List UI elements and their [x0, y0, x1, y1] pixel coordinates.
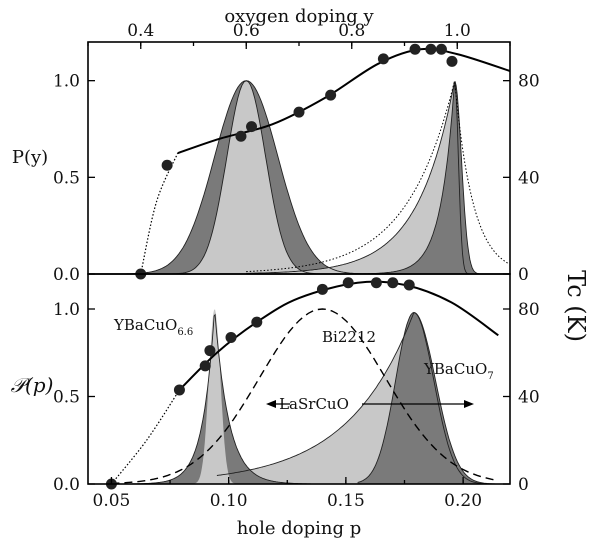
right-y-axis-title: Tc (K)	[562, 270, 590, 342]
arrow-left-head	[266, 400, 276, 408]
bottom-ybco7-outline	[216, 311, 499, 485]
top-y-tick-label: 0.0	[53, 265, 80, 285]
bottom-tc-point	[387, 277, 399, 289]
bottom-y-axis-title: 𝒫(p)	[11, 373, 54, 397]
top-tc-point	[246, 121, 258, 133]
bottom-tc-point	[199, 360, 211, 372]
top-tc-point	[425, 43, 437, 55]
top-tc-dotted	[140, 152, 179, 275]
bottom-tc-point	[173, 384, 185, 396]
top-x-tick-label: 0.4	[127, 21, 154, 41]
bottom-right-tick-label: 40	[518, 388, 540, 408]
top-x-tick-label: 0.8	[338, 21, 365, 41]
bottom-x-tick-label: 0.20	[444, 491, 482, 511]
bottom-panel-frame	[87, 273, 511, 485]
bottom-tc-point	[251, 316, 263, 328]
top-tc-point	[325, 89, 337, 101]
top-asym-inner-outline	[246, 81, 509, 275]
bottom-right-tick-label: 80	[518, 300, 540, 320]
top-tc-point	[293, 106, 305, 118]
bottom-ybco66-outline	[123, 313, 311, 485]
top-gaussian-light	[88, 80, 430, 274]
bottom-tc-point	[204, 345, 216, 357]
top-x-tick-label: 0.6	[233, 21, 260, 41]
bottom-ybco7-dark	[357, 312, 499, 484]
bottom-x-tick-label: 0.05	[93, 491, 131, 511]
bottom-tc-point	[342, 277, 354, 289]
bottom-tc-curve	[178, 280, 499, 391]
bottom-tc-point	[316, 283, 328, 295]
bottom-y-tick-label: 0.0	[53, 475, 80, 495]
bottom-tc-point	[403, 279, 415, 291]
bottom-panel: 0.05 0.10 0.15 0.20 0.0 0.5 1.0 0 40 80	[53, 273, 540, 511]
annotation-ybco66: YBaCuO6.6	[113, 316, 193, 338]
top-right-tick-label: 80	[518, 72, 540, 92]
bottom-tc-point	[225, 331, 237, 343]
bottom-tc-dotted	[110, 389, 180, 485]
x-axis-title: hole doping p	[237, 518, 362, 539]
bottom-x-tick-label: 0.10	[210, 491, 248, 511]
bottom-right-tick-label: 0	[518, 475, 529, 495]
top-right-tick-label: 0	[518, 265, 529, 285]
top-tc-point	[161, 159, 173, 171]
bottom-ybco66-light	[123, 309, 311, 484]
top-panel: 0.4 0.6 0.8 1.0 0.0 0.5 1.0 0 40 80	[53, 21, 540, 285]
top-tc-curve	[177, 47, 511, 155]
annotation-lasrcuo: LaSrCuO	[279, 395, 349, 413]
bottom-x-tick-label: 0.15	[327, 491, 365, 511]
top-axis-title: oxygen doping y	[224, 6, 374, 27]
top-tc-point	[235, 130, 247, 142]
bottom-tc-point	[370, 277, 382, 289]
bottom-y-tick-label: 1.0	[53, 300, 80, 320]
top-tc-point	[446, 55, 458, 67]
top-asym-dark	[246, 81, 509, 274]
top-tc-point	[409, 43, 421, 55]
top-y-axis-title: P(y)	[12, 147, 48, 168]
annotation-bi2212: Bi2212	[322, 328, 376, 346]
annotation-ybco7: YBaCuO7	[423, 360, 494, 382]
lasrcuo-arrows	[266, 400, 474, 408]
top-tc-point	[435, 43, 447, 55]
bottom-y-tick-label: 0.5	[53, 388, 80, 408]
top-x-tick-label: 1.0	[444, 21, 471, 41]
top-y-tick-label: 0.5	[53, 168, 80, 188]
arrow-right-head	[464, 400, 474, 408]
top-y-tick-label: 1.0	[53, 72, 80, 92]
bottom-ybco7-inner-outline	[357, 312, 499, 485]
top-tc-point	[377, 53, 389, 65]
bottom-bi2212-dashed	[111, 308, 497, 485]
top-right-tick-label: 40	[518, 168, 540, 188]
